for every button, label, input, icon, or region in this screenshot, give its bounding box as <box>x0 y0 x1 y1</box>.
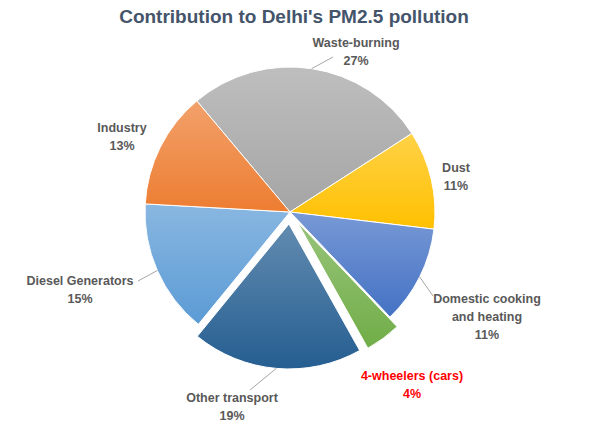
data-labels: Waste-burning 27% Dust 11% Domestic cookinga… <box>27 36 541 423</box>
slice-value-label: 11% <box>475 328 499 342</box>
chart-container: Contribution to Delhi's PM2.5 pollution W… <box>0 0 589 438</box>
slice-category-label: Waste-burning <box>312 36 399 50</box>
leader-line <box>312 57 333 69</box>
pie-slice <box>145 101 290 212</box>
slice-value-label: 15% <box>67 292 92 306</box>
slice-value-label: 19% <box>219 409 244 423</box>
slice-value-label: 11% <box>444 179 468 193</box>
slice-value-label: 4% <box>403 387 421 401</box>
slice-category-label: Dust <box>442 161 471 175</box>
slice-category-label: Industry <box>97 121 146 135</box>
slice-category-label: 4-wheelers (cars) <box>361 369 463 383</box>
slice-category-label: Diesel Generators <box>27 274 134 288</box>
slice-category-label: Other transport <box>186 391 279 405</box>
leader-line <box>138 271 157 281</box>
leader-line <box>420 277 433 296</box>
slice-value-label: 27% <box>343 54 368 68</box>
pie-slice <box>145 204 290 324</box>
slices <box>145 67 435 369</box>
slice-value-label: 13% <box>109 139 134 153</box>
chart-title: Contribution to Delhi's PM2.5 pollution <box>119 6 469 27</box>
chart-svg: Contribution to Delhi's PM2.5 pollution W… <box>0 0 589 438</box>
leader-line <box>250 368 276 390</box>
slice-category-label: Domestic cookingand heating <box>433 292 541 324</box>
